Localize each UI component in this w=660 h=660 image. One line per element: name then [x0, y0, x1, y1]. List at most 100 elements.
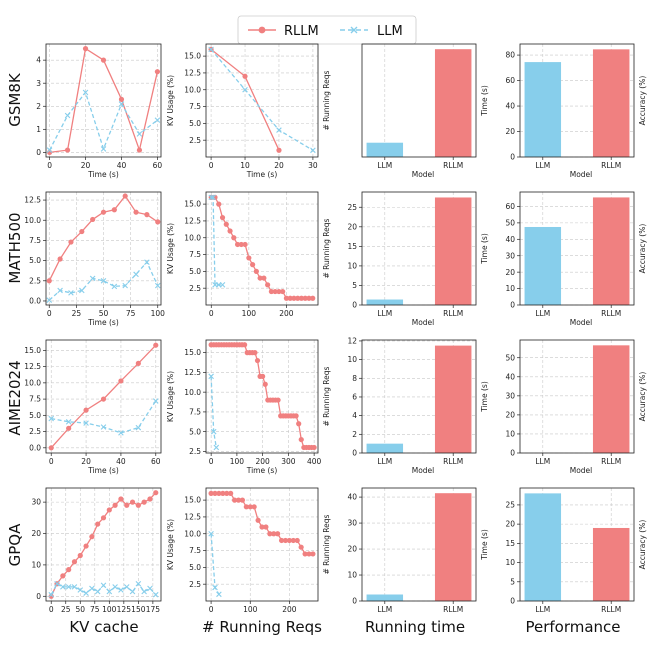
y-tick-label: 0: [36, 148, 41, 157]
point-rllm: [238, 241, 244, 248]
y-tick-label: 12: [347, 337, 357, 346]
point-llm: [112, 584, 118, 590]
y-axis-label-right: Accuracy (%): [638, 224, 647, 274]
x-tick-label: 0: [49, 457, 54, 466]
x-tick-label: 0: [209, 457, 214, 466]
x-axis-label: Model: [570, 170, 593, 179]
y-tick-label: 1: [36, 125, 41, 134]
column-label-kv-cache: KV cache: [69, 618, 138, 636]
point-llm: [89, 585, 95, 592]
point-rllm: [147, 496, 153, 502]
y-tick-label: 0.0: [29, 443, 41, 452]
point-llm: [144, 259, 150, 266]
x-axis-label: Time (s): [87, 318, 119, 327]
y-tick-label: 20: [31, 529, 41, 538]
point-rllm: [306, 551, 312, 557]
bar-llm: [524, 493, 562, 601]
y-tick-label: 20: [505, 268, 515, 277]
point-llm: [68, 290, 74, 296]
x-axis-label: Time (s): [87, 170, 119, 179]
y-tick-label: 12.5: [184, 69, 201, 78]
series-line-rllm: [50, 492, 157, 597]
y-tick-label: 0: [36, 592, 41, 601]
point-rllm: [100, 209, 107, 215]
point-rllm: [242, 241, 248, 248]
point-rllm: [155, 219, 161, 225]
bar-rllm: [592, 527, 630, 601]
point-rllm: [144, 212, 150, 218]
x-tick-label: 20: [81, 161, 91, 170]
x-tick-label: 20: [274, 161, 284, 170]
legend: RLLM LLM: [237, 15, 417, 45]
point-llm: [60, 584, 66, 590]
point-llm: [213, 444, 220, 451]
point-rllm: [89, 534, 95, 540]
y-tick-label: 0: [510, 153, 515, 162]
point-llm: [154, 282, 161, 289]
x-tick-label: 60: [153, 161, 163, 170]
x-tick-label-rllm: RLLM: [443, 605, 463, 614]
y-tick-label: 5.0: [29, 411, 41, 420]
point-llm: [106, 588, 113, 595]
point-llm: [89, 275, 96, 282]
point-rllm: [268, 288, 274, 295]
panel-aime2024-c2: 0 2 4 6 8 10 12 LLM RLLM Model # Running Reqs: [322, 337, 477, 475]
point-rllm: [48, 593, 54, 599]
y-tick-label: 40: [505, 372, 515, 381]
axes-frame: [361, 339, 477, 454]
y-tick-label: 2.5: [189, 580, 201, 589]
point-rllm: [253, 268, 259, 274]
y-tick-label: 40: [505, 102, 515, 111]
y-tick-label: 10: [31, 561, 41, 570]
point-rllm: [310, 551, 316, 557]
y-axis-label: Time (s): [480, 233, 489, 265]
point-rllm: [118, 378, 124, 384]
bar-llm: [524, 62, 562, 157]
y-tick-label: 50: [505, 353, 515, 362]
y-tick-label: 15.0: [184, 348, 201, 357]
point-rllm: [276, 288, 282, 295]
point-rllm: [275, 397, 281, 403]
axes-frame: [519, 487, 635, 602]
point-rllm: [220, 490, 226, 496]
y-tick-label: 15: [505, 539, 515, 548]
point-llm: [219, 282, 226, 288]
point-llm: [129, 588, 136, 595]
y-tick-label: 7.5: [189, 408, 201, 417]
axes-frame: [519, 43, 635, 158]
point-rllm: [282, 537, 289, 544]
point-llm: [48, 591, 55, 598]
point-llm: [135, 424, 142, 431]
y-axis-label: KV Usage (%): [166, 371, 175, 422]
y-tick-label: 30: [347, 519, 357, 528]
x-tick-label: 125: [117, 605, 132, 614]
bar-rllm: [592, 345, 630, 453]
x-axis-label: Model: [570, 466, 593, 475]
y-tick-label: 2.5: [189, 136, 201, 145]
point-llm: [210, 194, 216, 201]
panel-gpqa-c1: 0 100 200 2.5 5.0 7.5 10.0 12.5 15.0 KV Usage (%): [166, 487, 319, 614]
point-rllm: [263, 524, 269, 530]
y-tick-label: 10.0: [184, 388, 201, 397]
point-llm: [83, 420, 89, 426]
bar-rllm: [434, 197, 472, 305]
point-llm: [111, 283, 118, 290]
point-rllm: [231, 497, 238, 503]
bar-rllm: [434, 493, 472, 601]
point-rllm: [286, 537, 293, 544]
point-rllm: [57, 256, 63, 262]
point-llm: [118, 430, 124, 436]
x-tick-label: 0: [209, 309, 214, 318]
y-tick-label: 7.5: [189, 250, 201, 259]
x-tick-label-llm: LLM: [535, 309, 550, 318]
point-rllm: [302, 295, 308, 301]
x-tick-label-rllm: RLLM: [443, 161, 463, 170]
point-rllm: [261, 275, 267, 281]
point-llm: [208, 530, 214, 537]
x-tick-label: 0: [209, 605, 214, 614]
point-rllm: [46, 278, 52, 284]
panel-math500-c3: 0 10 20 30 40 50 60 LLM RLLM Model Time (s) Accurac…: [480, 191, 647, 327]
y-tick-label: 6: [352, 393, 357, 402]
y-tick-label: 5.0: [189, 267, 201, 276]
y-tick-label: 2: [36, 102, 41, 111]
